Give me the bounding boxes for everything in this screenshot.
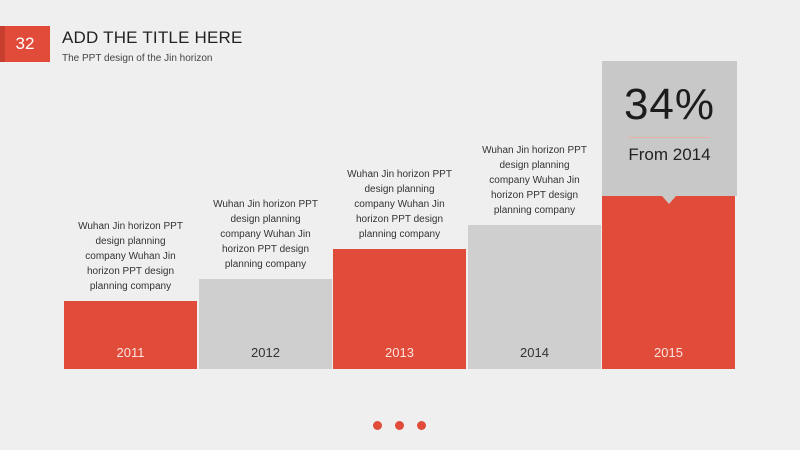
page-subtitle: The PPT design of the Jin horizon	[62, 53, 213, 64]
pagination-dot[interactable]	[417, 421, 426, 430]
chart-bar-2012	[199, 279, 332, 369]
chart-bar-2015	[602, 195, 735, 369]
bar-annotation-2014: Wuhan Jin horizon PPT design planning comp…	[482, 145, 587, 216]
bar-annotation-2013: Wuhan Jin horizon PPT design planning comp…	[347, 169, 452, 240]
callout-label: From 2014	[628, 145, 711, 164]
callout-box	[602, 61, 737, 196]
pagination-dot[interactable]	[395, 421, 404, 430]
category-label-2011: 2011	[116, 345, 145, 360]
bar-annotation-2012: Wuhan Jin horizon PPT design planning comp…	[213, 199, 318, 270]
chart-bar-2014	[468, 225, 601, 369]
callout-divider	[628, 137, 710, 138]
callout-pointer	[662, 196, 676, 204]
category-label-2012: 2012	[251, 345, 280, 360]
page-number-badge: 32	[0, 26, 50, 62]
category-label-2013: 2013	[385, 345, 414, 360]
chart-bar-2013	[333, 249, 466, 369]
page-badge-edge	[0, 26, 5, 62]
callout-value: 34%	[623, 80, 716, 129]
chart-bar-2011	[64, 301, 197, 369]
bar-annotation-2011: Wuhan Jin horizon PPT design planning comp…	[78, 221, 183, 292]
category-label-2015: 2015	[654, 345, 683, 360]
page-title: ADD THE TITLE HERE	[62, 28, 243, 47]
pagination-dot[interactable]	[373, 421, 382, 430]
category-label-2014: 2014	[520, 345, 549, 360]
